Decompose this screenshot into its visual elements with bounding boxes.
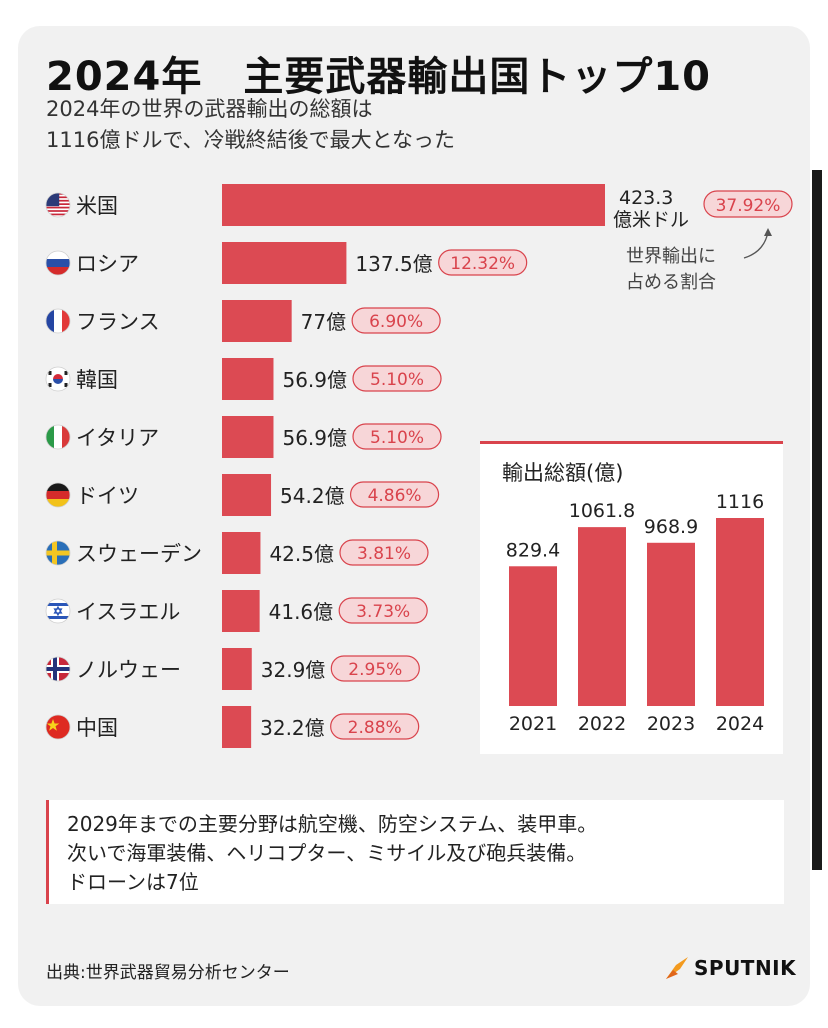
country-label: フランス xyxy=(76,310,160,334)
share-pill xyxy=(330,713,420,740)
export-bar xyxy=(222,358,274,400)
share-pill xyxy=(330,655,420,682)
export-bar xyxy=(222,532,261,574)
year-label: 2021 xyxy=(509,713,557,735)
share-label: 2.95% xyxy=(348,660,402,680)
value-label: 42.5億 xyxy=(269,542,334,566)
export-bar xyxy=(222,590,260,632)
subtitle-line-1: 2024年の世界の武器輸出の総額は xyxy=(46,97,373,121)
page-edge-divider xyxy=(812,170,822,870)
subtitle: 2024年の世界の武器輸出の総額は 1116億ドルで、冷戦終結後で最大となった xyxy=(46,94,455,156)
inset-title: 輸出総額(億) xyxy=(502,461,623,485)
share-label: 5.10% xyxy=(370,428,424,448)
share-annotation-line-2: 占める割合 xyxy=(626,272,716,293)
country-label: ノルウェー xyxy=(76,658,181,682)
year-bar xyxy=(578,527,626,706)
value-label: 41.6億 xyxy=(269,600,334,624)
country-label: 米国 xyxy=(76,194,118,218)
sputnik-logo-icon xyxy=(666,957,688,979)
share-pill xyxy=(338,597,428,624)
share-pill xyxy=(339,539,429,566)
export-bar xyxy=(222,706,252,748)
share-pill xyxy=(352,365,442,392)
year-value-label: 1061.8 xyxy=(569,500,635,522)
value-label: 56.9億 xyxy=(282,426,347,450)
value-label: 32.2億 xyxy=(260,716,325,740)
share-label: 4.86% xyxy=(368,486,422,506)
year-label: 2022 xyxy=(578,713,626,735)
country-label: ロシア xyxy=(76,252,139,276)
norway-flag-icon-8 xyxy=(45,656,71,682)
source-credit: 出典:世界武器貿易分析センター xyxy=(46,963,290,983)
share-label: 37.92% xyxy=(716,196,781,216)
value-label: 54.2億 xyxy=(280,484,345,508)
export-bar xyxy=(222,648,252,690)
subtitle-line-2: 1116億ドルで、冷戦終結後で最大となった xyxy=(46,128,455,152)
country-label: ドイツ xyxy=(76,484,139,508)
italy-flag-icon-4 xyxy=(45,424,71,450)
country-label: スウェーデン xyxy=(76,542,202,566)
share-label: 12.32% xyxy=(450,254,515,274)
note-line-3: ドローンは7位 xyxy=(67,870,199,894)
year-value-label: 968.9 xyxy=(644,516,698,538)
year-value-label: 829.4 xyxy=(506,539,560,561)
sputnik-logo: SPUTNIK xyxy=(664,955,796,981)
value-label: 423.3 xyxy=(619,187,673,209)
note-line-2: 次いで海軍装備、ヘリコプター、ミサイル及び砲兵装備。 xyxy=(67,841,587,865)
sweden-flag-icon-6 xyxy=(45,540,71,566)
share-pill xyxy=(349,481,440,508)
country-label: 中国 xyxy=(76,716,118,740)
page-title: 2024年 主要武器輸出国トップ10 xyxy=(46,54,711,100)
share-label: 3.73% xyxy=(356,602,410,622)
share-label: 6.90% xyxy=(369,312,423,332)
year-label: 2023 xyxy=(647,713,695,735)
value-unit-label: 億米ドル xyxy=(613,209,689,231)
value-label: 137.5億 xyxy=(355,252,432,276)
year-value-label: 1116 xyxy=(716,491,764,513)
share-pill xyxy=(351,307,441,334)
value-label: 32.9億 xyxy=(261,658,326,682)
russia-flag-icon-1 xyxy=(45,250,71,276)
export-bar xyxy=(222,184,605,226)
forecast-note: 2029年までの主要分野は航空機、防空システム、装甲車。 次いで海軍装備、ヘリコ… xyxy=(46,800,784,904)
share-pill xyxy=(438,249,528,276)
israel-flag-icon-7 xyxy=(45,598,71,624)
share-pill xyxy=(352,423,442,450)
country-label: イスラエル xyxy=(76,600,180,624)
export-bar xyxy=(222,242,347,284)
korea-flag-icon-3 xyxy=(45,366,71,392)
year-bar xyxy=(647,542,695,706)
us-flag-icon-0 xyxy=(45,192,71,218)
note-line-1: 2029年までの主要分野は航空機、防空システム、装甲車。 xyxy=(67,812,598,836)
share-label: 5.10% xyxy=(370,370,424,390)
export-bar xyxy=(222,416,274,458)
export-bar xyxy=(222,474,272,516)
france-flag-icon-2 xyxy=(45,308,71,334)
year-bar xyxy=(509,566,557,706)
share-label: 3.81% xyxy=(357,544,411,564)
year-bar xyxy=(716,518,764,706)
share-pill xyxy=(703,190,793,218)
sputnik-logo-text: SPUTNIK xyxy=(694,956,797,980)
export-bar xyxy=(222,300,292,342)
share-label: 2.88% xyxy=(348,718,402,738)
value-label: 77億 xyxy=(301,310,346,334)
share-annotation-line-1: 世界輸出に xyxy=(626,246,716,267)
annotation-arrow-head xyxy=(764,228,772,236)
germany-flag-icon-5 xyxy=(45,482,71,508)
china-flag-icon-9 xyxy=(45,714,71,740)
value-label: 56.9億 xyxy=(282,368,347,392)
country-label: 韓国 xyxy=(76,368,118,392)
year-label: 2024 xyxy=(716,713,764,735)
country-label: イタリア xyxy=(76,426,159,450)
